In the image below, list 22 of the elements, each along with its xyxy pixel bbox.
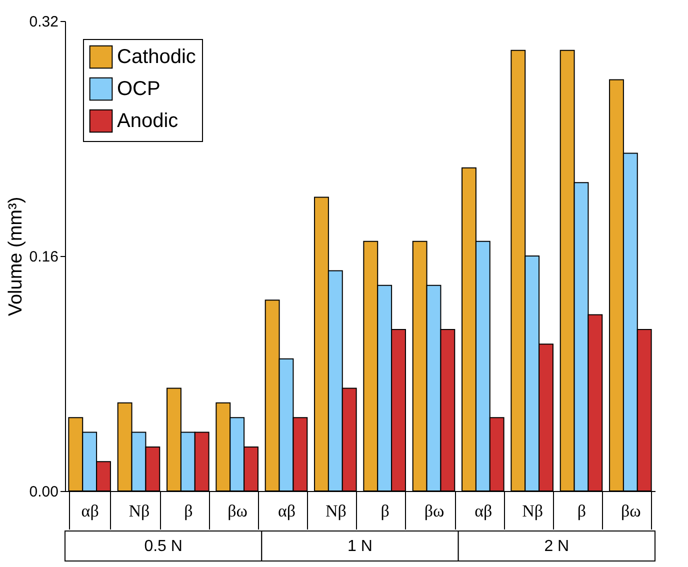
x-tick-label: βω (620, 502, 641, 520)
x-tick-label: β (380, 502, 390, 520)
legend-label: Cathodic (117, 46, 196, 68)
legend-label: OCP (117, 78, 160, 100)
text: 0.5 N (144, 538, 182, 555)
x-tick-label: Nβ (522, 502, 544, 520)
y-tick-label: 0.00 (29, 484, 58, 500)
x-tick-label: αβ (81, 502, 99, 520)
text: 1 N (348, 538, 372, 555)
y-axis-title: Volume (mm³) (5, 196, 26, 316)
x-tick-label: αβ (278, 502, 296, 520)
x-tick-label: β (577, 502, 586, 520)
x-tick-label: αβ (474, 502, 492, 520)
x-tick-label: β (184, 502, 193, 520)
text: 2 N (544, 538, 570, 555)
y-tick-label: 0.32 (29, 14, 58, 30)
x-tick-label: βω (228, 502, 248, 520)
x-tick-label: βω (424, 502, 444, 520)
legend-label: Anodic (117, 110, 178, 132)
y-tick-label: 0.16 (29, 248, 58, 266)
x-tick-label: Nβ (325, 502, 346, 520)
x-tick-label: Nβ (128, 502, 150, 520)
